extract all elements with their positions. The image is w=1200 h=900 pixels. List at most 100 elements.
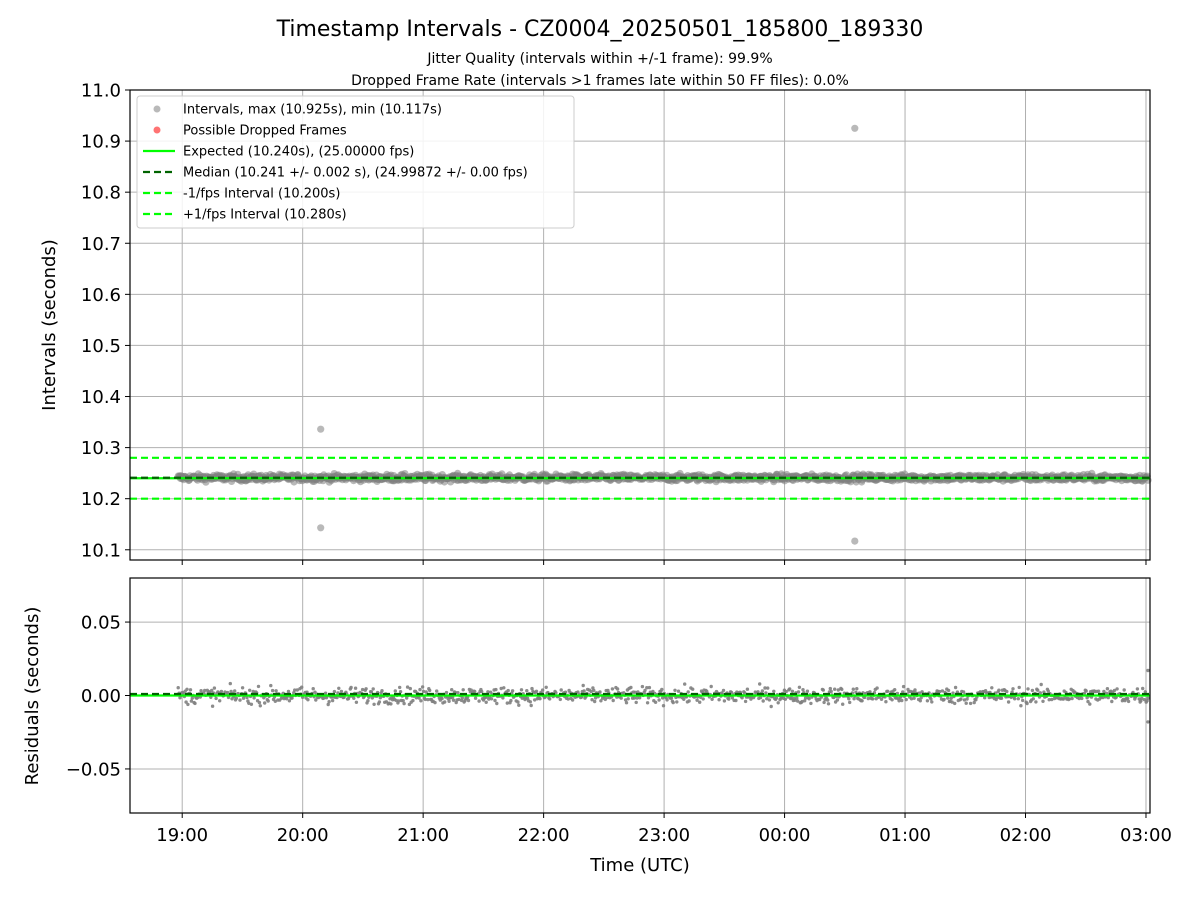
y-tick-label: 10.3 [81, 438, 121, 459]
data-point [461, 688, 465, 692]
legend-label-dropped: Possible Dropped Frames [183, 124, 347, 139]
legend-label-lower-bound: -1/fps Interval (10.200s) [183, 187, 340, 202]
data-point [701, 697, 705, 701]
data-point [756, 690, 760, 694]
data-point [419, 699, 423, 703]
data-point [1017, 685, 1021, 690]
data-point [300, 685, 304, 689]
y-tick-label: 10.1 [81, 540, 121, 561]
data-point [783, 697, 787, 701]
data-point [405, 685, 410, 689]
data-point [599, 699, 603, 703]
data-point [1019, 704, 1023, 708]
y-tick-label: 10.6 [81, 285, 121, 306]
legend-label-median: Median (10.241 +/- 0.002 s), (24.99872 +… [183, 166, 528, 181]
data-point [335, 695, 339, 700]
data-point [897, 699, 901, 703]
chart-subtitle-jitter: Jitter Quality (intervals within +/-1 fr… [426, 51, 772, 67]
y-tick-label: −0.05 [66, 759, 121, 780]
residuals-y-ticks: 0.05 0.00 −0.05 [66, 613, 130, 780]
data-point [380, 689, 384, 693]
data-point [426, 697, 430, 702]
data-point [797, 685, 802, 689]
data-point [444, 690, 449, 695]
intervals-x-ticks [181, 560, 1147, 565]
data-point [327, 700, 331, 704]
data-point [629, 685, 633, 690]
data-point [940, 689, 945, 693]
x-tick-label: 20:00 [277, 825, 329, 846]
data-point [1006, 700, 1011, 704]
data-point [195, 695, 200, 700]
data-point [999, 696, 1004, 700]
data-point [965, 697, 969, 701]
data-point [394, 698, 398, 703]
data-point [592, 688, 596, 693]
data-point [364, 687, 368, 691]
data-point [398, 685, 402, 690]
legend-label-upper-bound: +1/fps Interval (10.280s) [183, 208, 347, 223]
data-point [1146, 696, 1150, 700]
data-point [349, 685, 353, 690]
data-point [1115, 687, 1119, 691]
data-point [1050, 697, 1054, 702]
data-point [590, 698, 594, 702]
data-point [1016, 697, 1020, 701]
data-point [477, 699, 481, 703]
x-tick-label: 03:00 [1120, 825, 1172, 846]
data-point [717, 698, 721, 702]
data-point [1104, 691, 1109, 695]
data-point [450, 688, 454, 692]
data-point [1080, 696, 1084, 701]
data-point [219, 689, 224, 694]
data-point [528, 700, 532, 704]
data-point [758, 682, 762, 686]
data-point [626, 697, 630, 701]
data-point [1088, 702, 1092, 706]
data-point [675, 700, 679, 704]
data-point [225, 690, 230, 695]
data-point [800, 699, 804, 704]
data-point [1105, 687, 1110, 691]
data-point [417, 696, 421, 700]
data-point [210, 704, 215, 708]
data-point [822, 700, 826, 705]
data-point [826, 698, 830, 702]
data-point [676, 689, 681, 693]
data-point [554, 691, 558, 695]
data-point [393, 689, 397, 693]
data-point [274, 689, 278, 693]
data-point [673, 688, 677, 692]
data-point [1067, 697, 1072, 701]
data-point [661, 704, 666, 708]
data-point [240, 686, 245, 690]
data-point [460, 696, 464, 700]
data-point [841, 702, 845, 706]
data-point [951, 691, 955, 695]
x-axis-label: Time (UTC) [589, 855, 690, 876]
data-point [734, 698, 738, 703]
data-point [502, 686, 506, 690]
data-point [190, 696, 194, 700]
outlier-point [851, 537, 859, 545]
data-point [826, 702, 831, 706]
intervals-reference-lines [130, 456, 1150, 500]
data-point [671, 700, 675, 705]
data-point [1143, 690, 1148, 694]
y-tick-label: 10.7 [81, 234, 121, 255]
data-point [517, 703, 521, 707]
data-point [593, 696, 598, 700]
data-point [871, 697, 875, 701]
data-point [796, 690, 801, 694]
data-point [263, 701, 267, 705]
data-point [930, 700, 934, 704]
data-point [917, 691, 922, 695]
data-point [990, 686, 994, 690]
data-point [538, 697, 542, 701]
intervals-plot-frame [129, 89, 1151, 561]
intervals-y-ticks: 10.1 10.2 10.3 10.4 10.5 10.6 10.7 10.8 10.9 11.0 [81, 81, 130, 561]
y-tick-label: 11.0 [81, 81, 121, 102]
data-point [828, 686, 832, 691]
data-point [660, 696, 665, 700]
